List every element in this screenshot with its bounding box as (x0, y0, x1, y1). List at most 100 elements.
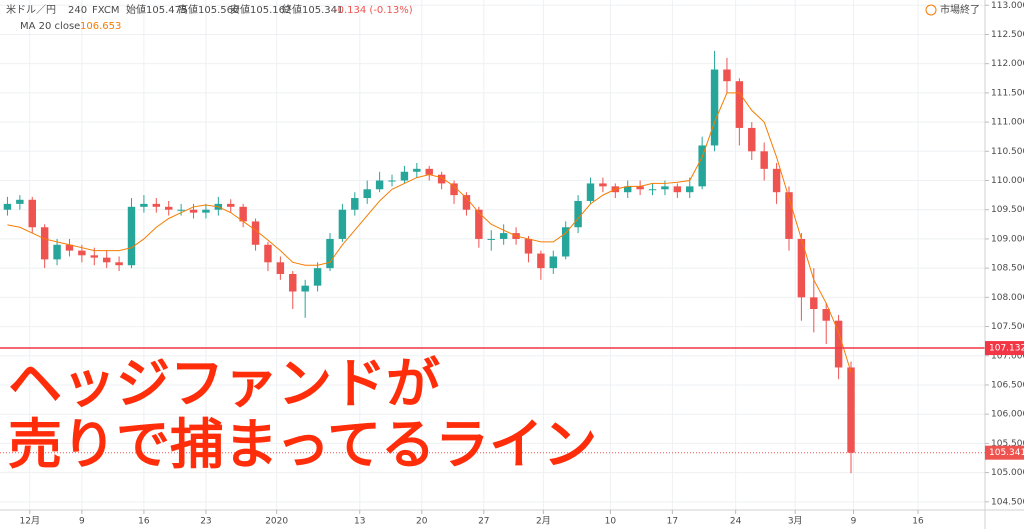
candle-body (810, 297, 818, 310)
candle-body (301, 285, 309, 292)
x-tick-label: 16 (912, 517, 924, 527)
candle-body (227, 203, 235, 207)
high-label: 高値105.560 (178, 3, 239, 16)
candle-body (462, 195, 471, 210)
candle-body (189, 209, 198, 213)
last-price-tag (985, 445, 1024, 460)
candle-body (673, 186, 682, 193)
candle-body (413, 168, 421, 172)
y-tick-label: 110.500 (991, 147, 1024, 157)
candle-body (686, 186, 694, 193)
candle-body (202, 209, 210, 213)
candle-body (338, 209, 347, 239)
candle-body (822, 309, 830, 321)
x-tick-label: 9 (79, 517, 85, 527)
x-tick-label: 24 (730, 517, 742, 527)
x-tick-label: 13 (354, 517, 365, 527)
candle-body (834, 320, 843, 368)
candle-body (40, 227, 49, 260)
ma-value: 106.653 (80, 21, 121, 32)
y-tick-label: 111.000 (991, 118, 1024, 128)
candle-body (710, 69, 719, 146)
plot (0, 50, 985, 474)
y-tick-label: 113.000 (991, 1, 1024, 11)
candle-body (524, 238, 533, 254)
moving-average (7, 92, 852, 373)
y-tick-label: 108.000 (991, 293, 1024, 303)
candle-body (90, 255, 99, 258)
candle-body (375, 180, 384, 190)
open-label: 始値105.475 (126, 3, 187, 16)
source: FXCM (92, 5, 120, 16)
candle-body (276, 262, 285, 274)
annotation: ヘッジファンドが (8, 352, 440, 415)
close-label: 終値105.341 (282, 3, 343, 16)
annotation: 売りで捕まってるライン (8, 413, 597, 476)
candle-body (760, 151, 768, 169)
candle-body (313, 268, 322, 286)
change-label: -0.134 (-0.13%) (334, 5, 413, 16)
header: 米ドル／円 240 FXCM 始値105.475 高値105.560 安値105… (6, 3, 980, 32)
candle-body (388, 180, 396, 182)
candle-body (78, 250, 86, 256)
market-status[interactable]: 市場終了 (940, 3, 980, 16)
x-tick-label: 10 (605, 517, 617, 527)
y-tick-label: 109.500 (991, 205, 1024, 215)
candle-body (102, 257, 111, 263)
candle-body (177, 209, 185, 211)
candle-body (487, 238, 495, 240)
x-tick-label: 12月 (20, 516, 40, 527)
candle-body (425, 168, 433, 175)
y-tick-label: 106.000 (991, 410, 1024, 420)
x-tick-label: 20 (416, 517, 428, 527)
candle-body (561, 227, 570, 257)
candle-body (661, 186, 669, 190)
x-tick-label: 27 (478, 517, 489, 527)
candle-body (326, 238, 334, 269)
candle-body (648, 189, 657, 191)
ma-legend: MA 20 close (20, 21, 80, 32)
candle-body (475, 209, 483, 239)
status-icon (925, 4, 937, 16)
axes: 104.500 105.000 105.500 106.000 106.500 107.0… (20, 1, 1024, 527)
candle-body (152, 203, 161, 207)
candle-body (16, 199, 24, 204)
y-tick-label: 108.500 (991, 264, 1024, 274)
candle-body (537, 253, 545, 269)
candle-body (785, 192, 793, 239)
interval: 240 (68, 5, 87, 16)
y-tick-label: 106.500 (991, 380, 1024, 390)
x-tick-label: 23 (200, 517, 211, 527)
candle-body (251, 221, 260, 245)
candle-body (289, 273, 297, 292)
candle-body (636, 186, 644, 190)
candle-body (164, 206, 173, 210)
low-label: 安値105.162 (230, 3, 291, 16)
y-tick-label: 112.000 (991, 59, 1024, 69)
candle-body (363, 189, 371, 199)
y-tick-label: 107.500 (991, 322, 1024, 332)
candle-body (264, 244, 272, 263)
candle-body (549, 256, 558, 269)
candle-body (239, 206, 247, 222)
candle-body (28, 199, 36, 228)
x-tick-label: 2月 (536, 516, 551, 527)
price-line-tag (985, 341, 1024, 356)
candle-body (574, 200, 582, 228)
x-tick-label: 9 (851, 517, 857, 527)
candle-body (723, 69, 731, 82)
y-tick-label: 107.000 (991, 351, 1024, 361)
candle-body (437, 174, 446, 184)
candle-body (450, 183, 458, 196)
last-price-label: 105.341 (989, 448, 1024, 458)
y-tick-label: 112.500 (991, 30, 1024, 40)
candle-body (847, 367, 855, 453)
price-line-label: 107.132 (989, 344, 1024, 354)
candle-body (698, 145, 706, 187)
candle-body (599, 183, 607, 187)
candle-body (115, 262, 123, 266)
y-tick-label: 109.000 (991, 234, 1024, 244)
x-tick-label: 2020 (265, 517, 288, 527)
x-tick-label: 17 (667, 517, 678, 527)
candle-body (499, 233, 508, 239)
